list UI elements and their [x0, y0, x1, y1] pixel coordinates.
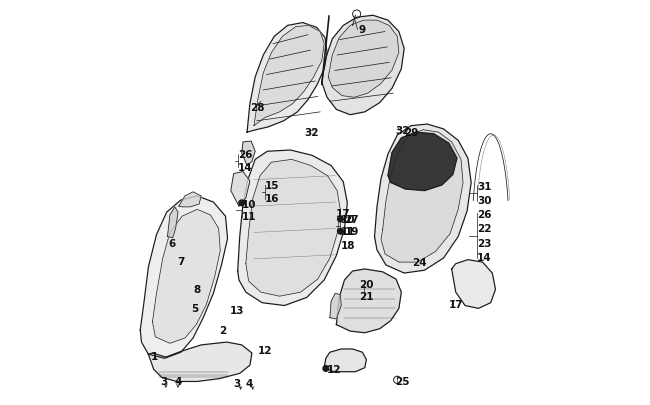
- Circle shape: [239, 200, 244, 206]
- Polygon shape: [140, 196, 228, 358]
- Text: 1: 1: [150, 352, 158, 361]
- Text: 3: 3: [233, 378, 241, 388]
- Polygon shape: [374, 125, 471, 273]
- Text: 27: 27: [344, 215, 359, 224]
- Text: 26: 26: [238, 150, 252, 160]
- Text: 8: 8: [193, 285, 200, 294]
- Polygon shape: [153, 210, 220, 343]
- Text: 11: 11: [341, 227, 355, 237]
- Text: 31: 31: [477, 181, 492, 191]
- Text: 12: 12: [258, 345, 272, 355]
- Text: 12: 12: [327, 364, 341, 374]
- Text: 17: 17: [336, 209, 350, 219]
- Polygon shape: [242, 142, 255, 166]
- Text: 21: 21: [359, 292, 374, 301]
- Polygon shape: [254, 26, 324, 126]
- Text: 9: 9: [358, 26, 365, 35]
- Text: 2: 2: [220, 325, 227, 335]
- Polygon shape: [324, 349, 367, 372]
- Polygon shape: [168, 207, 178, 238]
- Text: 7: 7: [177, 256, 184, 266]
- Text: 26: 26: [477, 210, 492, 220]
- Polygon shape: [148, 342, 252, 382]
- Polygon shape: [322, 16, 404, 115]
- Polygon shape: [238, 151, 347, 306]
- Text: 28: 28: [250, 102, 265, 112]
- Polygon shape: [330, 294, 341, 319]
- Text: 24: 24: [412, 258, 427, 267]
- Polygon shape: [381, 130, 463, 262]
- Text: 3: 3: [161, 376, 168, 386]
- Text: 14: 14: [477, 252, 492, 262]
- Text: 30: 30: [477, 196, 492, 205]
- Text: 18: 18: [341, 240, 355, 250]
- Polygon shape: [452, 260, 495, 309]
- Text: 32: 32: [395, 126, 410, 135]
- Text: 22: 22: [477, 224, 492, 234]
- Circle shape: [337, 229, 343, 234]
- Text: 17: 17: [449, 300, 463, 309]
- Text: 10: 10: [341, 215, 355, 224]
- Text: 29: 29: [404, 128, 419, 138]
- Text: 5: 5: [191, 303, 198, 313]
- Polygon shape: [388, 133, 457, 191]
- Text: 4: 4: [246, 378, 254, 388]
- Polygon shape: [336, 269, 401, 333]
- Text: 32: 32: [305, 128, 319, 138]
- Text: 25: 25: [395, 377, 410, 386]
- Text: 23: 23: [477, 238, 492, 248]
- Text: 16: 16: [265, 194, 280, 203]
- Text: 14: 14: [238, 162, 252, 172]
- Text: 13: 13: [229, 305, 244, 315]
- Text: 11: 11: [242, 212, 256, 222]
- Circle shape: [323, 366, 329, 371]
- Polygon shape: [328, 21, 399, 98]
- Text: 10: 10: [242, 200, 256, 209]
- Polygon shape: [247, 23, 327, 133]
- Text: 19: 19: [344, 227, 359, 237]
- Text: 4: 4: [175, 376, 182, 386]
- Polygon shape: [231, 172, 250, 207]
- Text: 6: 6: [169, 238, 176, 248]
- Circle shape: [337, 217, 343, 222]
- Text: 20: 20: [359, 279, 374, 289]
- Polygon shape: [246, 160, 341, 296]
- Text: 15: 15: [265, 181, 280, 190]
- Polygon shape: [179, 192, 201, 207]
